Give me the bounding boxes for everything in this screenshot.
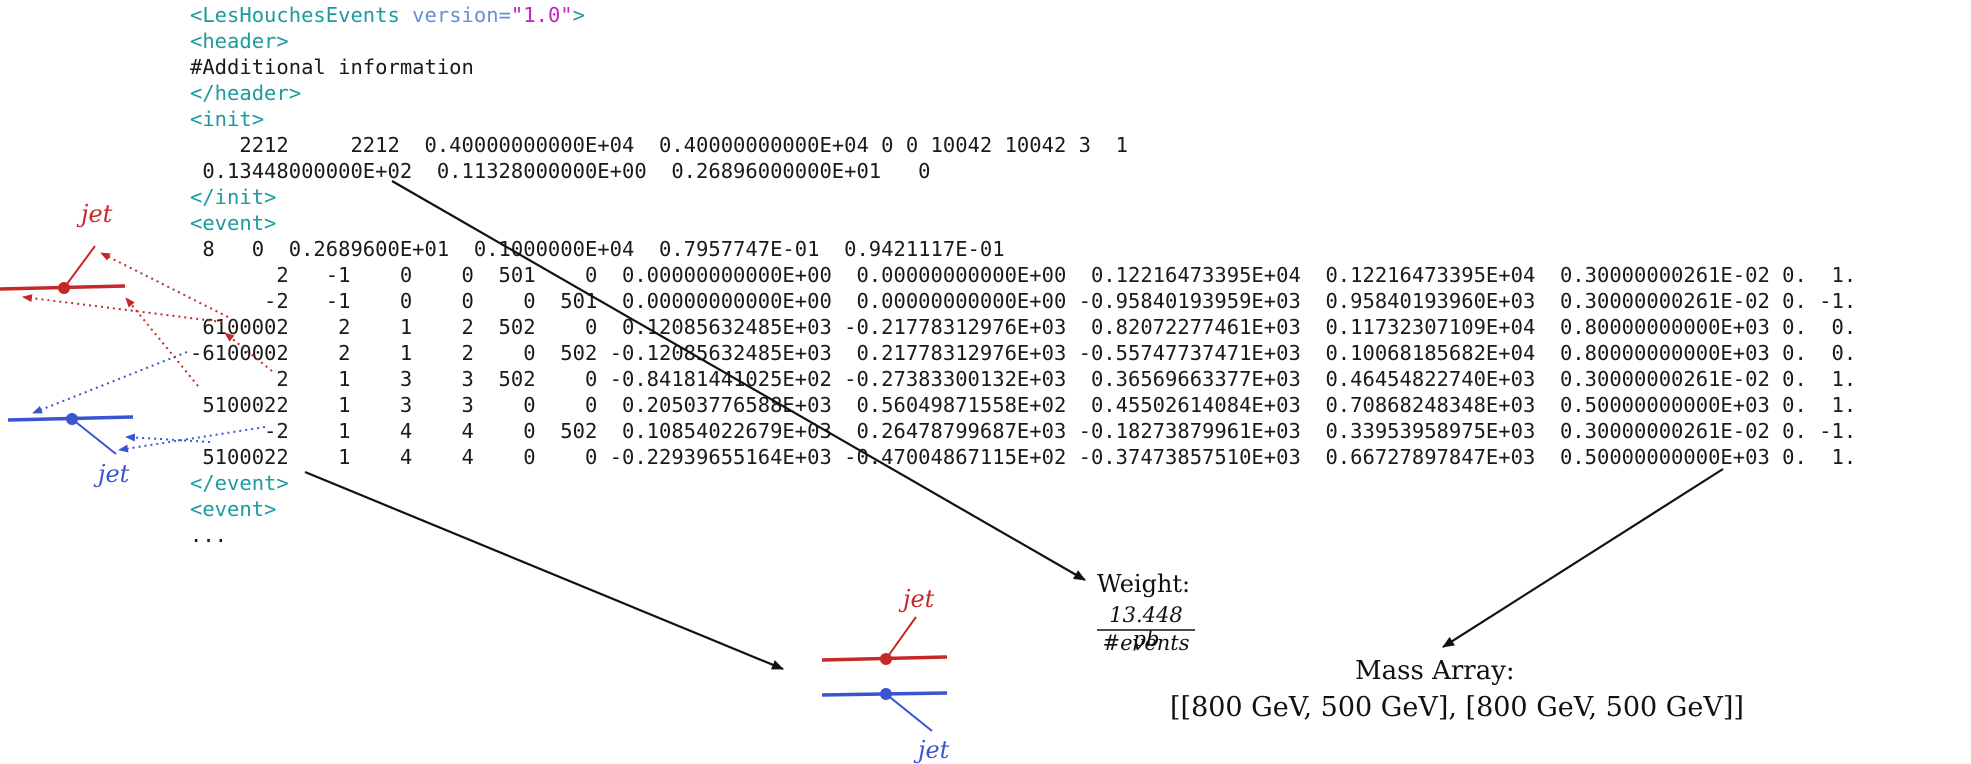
header-open-tag: <header> [190,29,289,53]
header-text: #Additional information [190,55,474,79]
code-line-root: <LesHouchesEvents version="1.0"> [190,2,1856,28]
weight-numerator: 13.448 pb [1109,603,1183,651]
header-close-tag: </header> [190,81,302,105]
bottom-blue-jet-line [885,693,933,732]
particle-row: 6100002 2 1 2 502 0 0.12085632485E+03 -0… [190,315,1857,339]
event-open-tag: <event> [190,211,277,235]
event-header-line: 8 0 0.2689600E+01 0.1000000E+04 0.795774… [190,237,1005,261]
mass-array-label: Mass Array: [1355,656,1515,686]
jet-label-bottom-blue: jet [918,736,950,764]
event-close-tag: </event> [190,471,289,495]
init-line-1: 2212 2212 0.40000000000E+04 0.4000000000… [190,133,1128,157]
particle-row: 2 -1 0 0 501 0 0.00000000000E+00 0.00000… [190,263,1857,287]
jet-label-left-blue: jet [98,460,130,488]
blue-dotted-arrow [125,433,211,443]
ellipsis: ... [190,523,228,547]
jet-label-bottom-red: jet [903,585,935,613]
particle-row: 5100022 1 4 4 0 0 -0.22939655164E+03 -0.… [190,445,1857,469]
red-dotted-arrow [125,297,199,387]
red-dotted-arrow [22,294,223,323]
mass-arrow [1442,468,1724,648]
init-line-2: 0.13448000000E+02 0.11328000000E+00 0.26… [190,159,931,183]
particle-row: -2 1 4 4 0 502 0.10854022679E+03 0.26478… [190,419,1857,443]
blue-dotted-arrow [32,351,188,414]
bottom-red-jet-line [885,616,917,660]
particle-row: 2 1 3 3 502 0 -0.84181441025E+02 -0.2738… [190,367,1857,391]
weight-arrow [391,180,1086,581]
version-value: "1.0" [510,3,573,27]
particle-row: 5100022 1 3 3 0 0 0.20503776588E+03 0.56… [190,393,1857,417]
event-arrow [304,470,784,671]
version-attr: version= [399,3,511,27]
left-red-jet-line [63,245,96,289]
left-blue-jet-line [71,418,117,455]
lhe-code-listing: <LesHouchesEvents version="1.0"> <header>… [190,2,1856,548]
weight-label: Weight: [1097,570,1191,598]
root-tag: <LesHouchesEvents [190,3,400,27]
init-close-tag: </init> [190,185,277,209]
blue-dotted-arrow [118,426,266,453]
particle-row: -6100002 2 1 2 0 502 -0.12085632485E+03 … [190,341,1857,365]
particle-row: -2 -1 0 0 0 501 0.00000000000E+00 0.0000… [190,289,1857,313]
weight-denominator: #events [1102,631,1190,655]
jet-label-left-red: jet [81,200,113,228]
red-dotted-arrow [224,332,273,372]
next-event-open-tag: <event> [190,497,277,521]
mass-array-value: [[800 GeV, 500 GeV], [800 GeV, 500 GeV]] [1170,692,1744,723]
init-open-tag: <init> [190,107,265,131]
root-tag-close: > [572,3,585,27]
